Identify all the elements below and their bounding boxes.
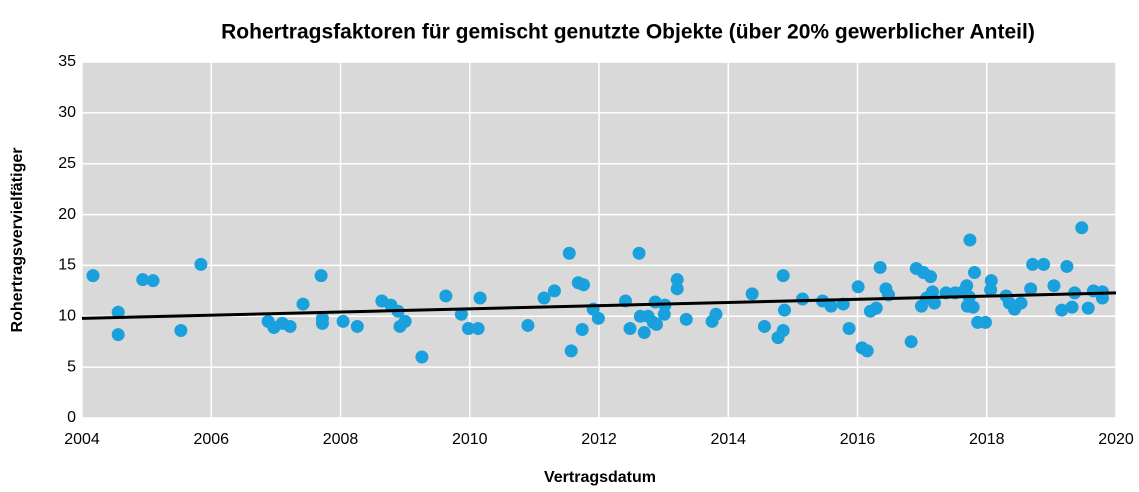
data-point — [709, 307, 723, 321]
data-point — [146, 274, 160, 288]
data-point — [860, 344, 874, 358]
data-point — [796, 292, 810, 306]
x-tick-label: 2014 — [710, 431, 746, 448]
x-tick-label: 2016 — [840, 431, 876, 448]
data-point — [842, 321, 856, 335]
data-point — [415, 350, 429, 364]
data-point — [562, 246, 576, 260]
y-tick-label: 10 — [58, 308, 76, 325]
data-point — [591, 311, 605, 325]
data-point — [86, 269, 100, 283]
x-tick-label: 2010 — [452, 431, 488, 448]
data-point — [111, 328, 125, 342]
data-point — [637, 326, 651, 340]
data-point — [851, 280, 865, 294]
x-tick-label: 2006 — [193, 431, 229, 448]
data-point — [924, 270, 938, 284]
data-point — [776, 324, 790, 338]
data-point — [350, 319, 364, 333]
data-point — [1026, 257, 1040, 271]
data-point — [194, 257, 208, 271]
data-point — [925, 285, 939, 299]
data-point — [575, 323, 589, 337]
data-point — [461, 321, 475, 335]
x-tick-label: 2018 — [969, 431, 1005, 448]
data-point — [670, 273, 684, 287]
y-tick-label: 15 — [58, 257, 76, 274]
data-point — [471, 321, 485, 335]
chart-title: Rohertragsfaktoren für gemischt genutzte… — [221, 21, 1035, 44]
trend-line — [81, 291, 1117, 320]
data-point — [1024, 282, 1038, 296]
data-point — [745, 287, 759, 301]
data-point — [960, 279, 974, 293]
data-point — [873, 260, 887, 274]
y-axis-label: Rohertragsvervielfätiger — [9, 148, 26, 333]
data-point — [824, 299, 838, 313]
y-tick-label: 35 — [58, 53, 76, 70]
y-tick-label: 0 — [67, 409, 76, 426]
data-point — [777, 303, 791, 317]
data-point — [439, 289, 453, 303]
data-point — [564, 344, 578, 358]
data-point — [283, 319, 297, 333]
data-point — [1055, 303, 1069, 317]
data-point — [1014, 296, 1028, 310]
data-point — [1047, 279, 1061, 293]
data-point — [623, 321, 637, 335]
data-point — [963, 233, 977, 247]
data-point — [547, 284, 561, 298]
x-tick-label: 2008 — [323, 431, 359, 448]
data-point — [521, 318, 535, 332]
data-point — [314, 269, 328, 283]
data-point — [1037, 257, 1051, 271]
data-point — [454, 307, 468, 321]
data-point — [111, 305, 125, 319]
data-point — [296, 297, 310, 311]
data-point — [984, 274, 998, 288]
data-point — [1065, 300, 1079, 314]
data-point — [1060, 259, 1074, 273]
data-point — [670, 282, 684, 296]
x-tick-label: 2004 — [64, 431, 100, 448]
data-point — [398, 314, 412, 328]
data-point — [174, 324, 188, 338]
data-point — [1075, 221, 1089, 235]
data-point — [679, 312, 693, 326]
data-point — [537, 291, 551, 305]
data-point — [869, 301, 883, 315]
y-tick-label: 20 — [58, 206, 76, 223]
y-tick-label: 5 — [67, 358, 76, 375]
data-point — [632, 246, 646, 260]
data-point — [966, 300, 980, 314]
x-tick-label: 2012 — [581, 431, 617, 448]
data-point — [967, 266, 981, 280]
data-point — [757, 319, 771, 333]
y-tick-label: 30 — [58, 104, 76, 121]
data-point — [927, 296, 941, 310]
data-point — [136, 273, 150, 287]
data-point — [315, 316, 329, 330]
data-point — [473, 291, 487, 305]
data-point — [978, 315, 992, 329]
x-tick-label: 2020 — [1098, 431, 1134, 448]
x-axis-label: Vertragsdatum — [544, 469, 656, 486]
data-point — [904, 335, 918, 349]
y-tick-label: 25 — [58, 155, 76, 172]
data-point — [650, 317, 664, 331]
data-point — [336, 314, 350, 328]
data-point — [776, 269, 790, 283]
data-point — [576, 278, 590, 292]
data-point — [1081, 301, 1095, 315]
